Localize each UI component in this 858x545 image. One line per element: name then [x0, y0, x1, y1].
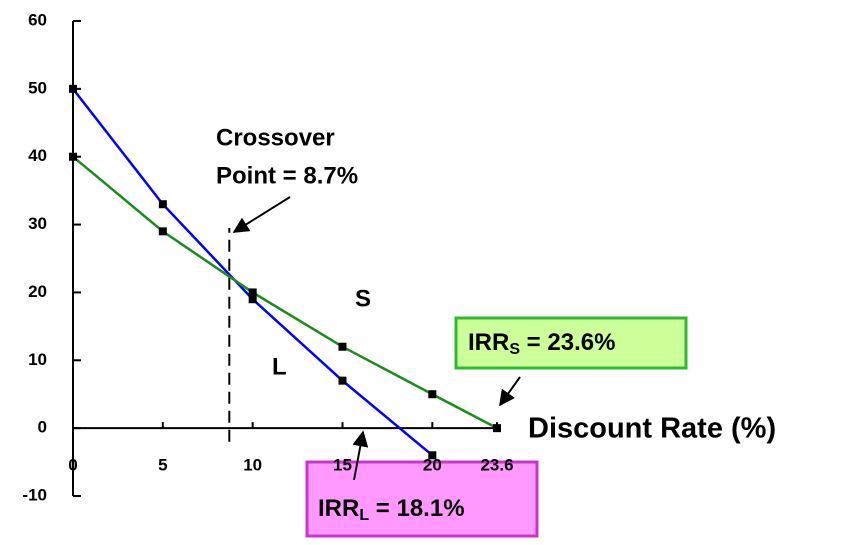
point — [248, 295, 257, 304]
y-tick-label: 50 — [28, 78, 47, 97]
series-label: S — [355, 285, 371, 312]
point — [338, 376, 347, 385]
x-axis-title: Discount Rate (%) — [528, 413, 776, 445]
arrow — [499, 376, 521, 407]
subscript: S — [509, 341, 520, 358]
y-tick-label: 0 — [38, 418, 47, 437]
y-tick-label: 40 — [28, 146, 47, 165]
annotation: Point = 8.7% — [216, 162, 358, 189]
irr-s-label: IRRS = 23.6% — [468, 329, 615, 358]
irr-l-box — [305, 460, 539, 538]
irr-s-box — [454, 316, 688, 370]
point — [69, 84, 77, 93]
irr-l-label: IRRL = 18.1% — [318, 495, 465, 524]
point — [69, 152, 77, 161]
text: IRR — [468, 329, 509, 356]
y-tick-label: -10 — [22, 485, 47, 504]
point — [428, 451, 437, 460]
arrow — [352, 430, 369, 481]
point — [338, 342, 347, 351]
x-tick-label: 20 — [423, 456, 442, 475]
text: IRR — [318, 495, 359, 522]
y-tick-label: 30 — [28, 214, 47, 233]
point — [248, 288, 257, 297]
text: = 23.6% — [520, 329, 615, 356]
y-tick-label: 10 — [28, 350, 47, 369]
y-tick-label: 60 — [28, 10, 47, 29]
text: = 18.1% — [369, 495, 464, 522]
series-label: L — [272, 353, 287, 380]
subscript: L — [359, 507, 369, 524]
x-tick-label: 15 — [333, 456, 352, 475]
point — [493, 424, 501, 433]
x-tick-label: 5 — [158, 456, 167, 475]
x-tick-label: 0 — [68, 456, 77, 475]
x-tick-label: 10 — [243, 456, 262, 475]
annotation: Crossover — [216, 124, 335, 151]
x-tick-label: 23.6 — [480, 456, 513, 475]
series-line — [72, 155, 498, 430]
point — [428, 390, 437, 399]
y-tick-label: 20 — [28, 282, 47, 301]
point — [158, 227, 167, 236]
arrow — [232, 196, 291, 233]
point — [158, 200, 167, 209]
